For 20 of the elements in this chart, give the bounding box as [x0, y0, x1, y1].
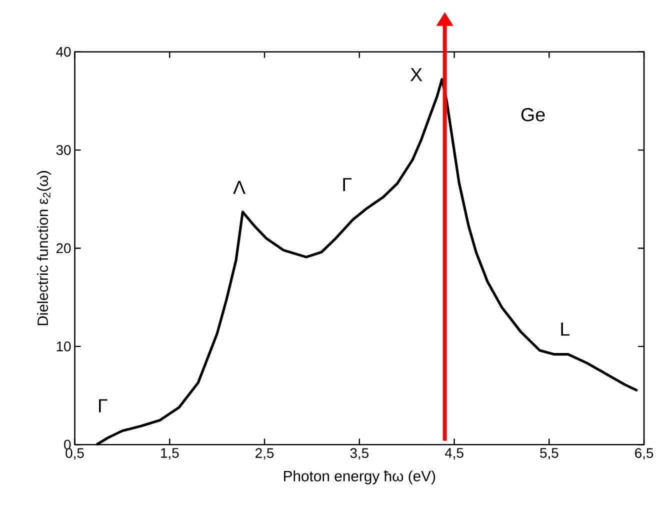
- annotation: L: [561, 322, 570, 336]
- y-tick-label: 30: [56, 144, 71, 155]
- annotation: Ge: [521, 108, 545, 122]
- annotation: Γ: [99, 399, 108, 412]
- x-axis-title: Photon energy ħω (eV): [284, 470, 436, 484]
- x-tick-label: 3,5: [350, 448, 368, 460]
- annotation: Γ: [343, 178, 352, 191]
- y-tick-label: 40: [56, 46, 71, 57]
- y-tick-label: 0: [64, 439, 71, 450]
- annotation: Λ: [233, 180, 246, 194]
- y-tick-label: 20: [56, 243, 71, 253]
- x-tick-label: 6,5: [635, 448, 654, 460]
- x-tick-label: 1,5: [161, 448, 179, 460]
- x-tick-label: 5,5: [540, 448, 558, 460]
- y-tick-label: 10: [56, 341, 71, 352]
- x-tick-label: 4,5: [444, 448, 464, 460]
- x-tick-label: 2,5: [256, 448, 274, 460]
- y-axis-title: Dielectric function ε$_{2}$(ω): [37, 170, 51, 325]
- x-tick-label: 0,5: [66, 448, 84, 460]
- annotation: X: [410, 68, 422, 81]
